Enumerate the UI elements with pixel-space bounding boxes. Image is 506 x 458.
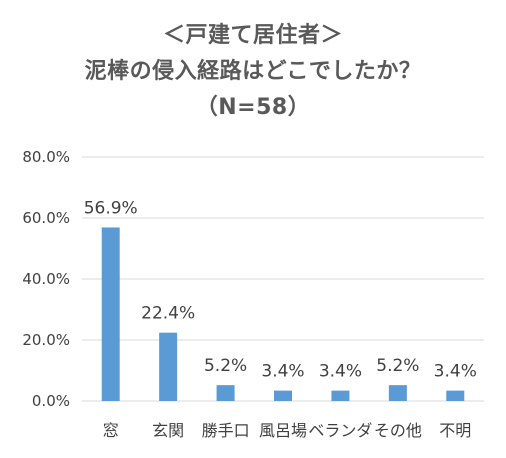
- bar: [388, 385, 407, 401]
- x-tick-label: ベランダ: [308, 421, 372, 440]
- bar: [216, 385, 235, 401]
- x-tick-label: 玄関: [152, 421, 184, 440]
- bar: [331, 390, 350, 401]
- y-tick-label: 0.0%: [32, 392, 70, 410]
- chart-title-line-3: （N=58）: [195, 95, 311, 120]
- y-tick-label: 80.0%: [22, 148, 70, 166]
- data-label: 5.2%: [204, 356, 247, 376]
- bar: [101, 227, 120, 401]
- chart-title: ＜戸建て居住者＞ 泥棒の侵入経路はどこでしたか？ （N=58）: [0, 18, 506, 126]
- x-tick-label: 窓: [103, 421, 119, 440]
- x-tick-label: 不明: [439, 421, 471, 440]
- x-tick-label: その他: [374, 421, 422, 440]
- data-label: 3.4%: [434, 362, 477, 382]
- y-tick-label: 20.0%: [22, 331, 70, 349]
- data-label: 5.2%: [376, 356, 419, 376]
- data-label: 22.4%: [141, 304, 195, 324]
- y-tick-label: 60.0%: [22, 209, 70, 227]
- data-label: 56.9%: [84, 198, 138, 218]
- bar: [446, 390, 465, 401]
- bar: [274, 390, 292, 401]
- data-label: 3.4%: [261, 362, 304, 382]
- chart-title-line-2: 泥棒の侵入経路はどこでしたか？: [84, 59, 422, 84]
- x-tick-label: 勝手口: [202, 421, 250, 440]
- y-tick-label: 40.0%: [22, 270, 70, 288]
- chart-title-line-1: ＜戸建て居住者＞: [162, 23, 343, 48]
- data-label: 3.4%: [319, 362, 362, 382]
- bar: [159, 332, 178, 401]
- x-tick-label: 風呂場: [259, 421, 307, 440]
